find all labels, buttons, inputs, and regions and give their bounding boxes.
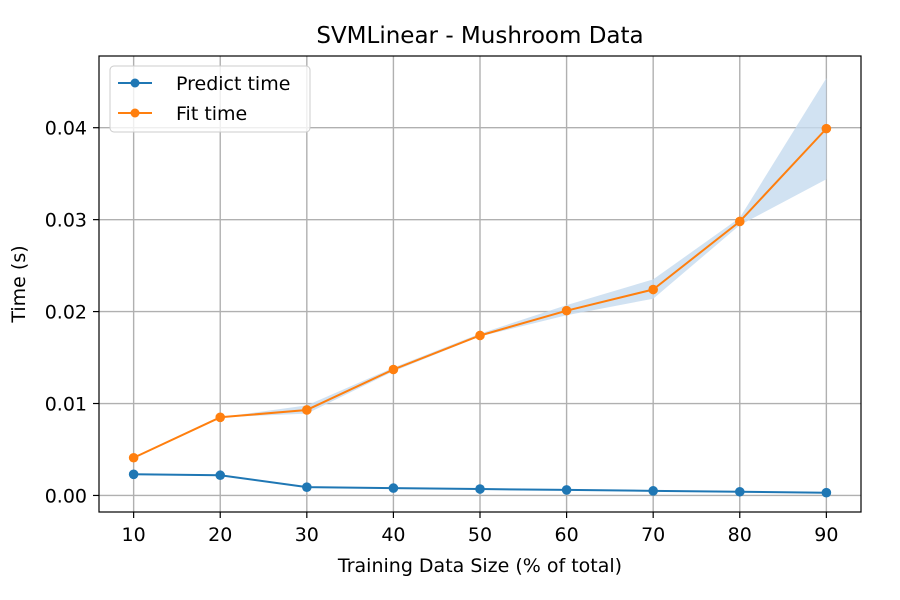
data-point-predict-time [821, 487, 832, 498]
y-tick-label: 0.04 [45, 118, 87, 140]
y-axis-label: Time (s) [8, 245, 30, 323]
data-point-fit-time [734, 216, 745, 227]
legend-marker-predict-time [130, 78, 140, 88]
data-point-predict-time [475, 484, 485, 494]
data-point-predict-time [128, 469, 139, 480]
x-tick-label: 50 [468, 524, 492, 546]
x-tick-label: 20 [208, 524, 232, 546]
y-tick-label: 0.01 [45, 394, 87, 416]
data-point-predict-time [648, 486, 658, 496]
chart-title: SVMLinear - Mushroom Data [316, 23, 643, 49]
x-tick-label: 60 [554, 524, 578, 546]
data-series [128, 123, 832, 498]
data-point-predict-time [561, 485, 572, 495]
x-tick-label: 40 [381, 524, 405, 546]
data-point-fit-time [821, 123, 832, 134]
legend-label-fit-time: Fit time [176, 103, 247, 125]
data-point-fit-time [302, 405, 312, 415]
data-point-fit-time [128, 452, 139, 463]
confidence-bands [133, 78, 827, 458]
axis-ticks: 10 20 30 40 50 60 70 80 90 0.00 0.01 0.02 0.03 0.04 [45, 118, 839, 546]
legend: Predict time Fit time [109, 65, 311, 133]
y-tick-label: 0.03 [45, 210, 87, 232]
x-tick-label: 10 [122, 524, 146, 546]
x-tick-label: 70 [641, 524, 665, 546]
legend-label-predict-time: Predict time [176, 73, 290, 95]
x-axis-label: Training Data Size (% of total) [337, 555, 622, 577]
data-point-predict-time [388, 483, 399, 493]
data-point-fit-time [388, 364, 399, 375]
x-tick-label: 80 [728, 524, 752, 546]
y-tick-label: 0.02 [45, 302, 87, 324]
x-tick-label: 30 [295, 524, 319, 546]
x-tick-label: 90 [814, 524, 838, 546]
data-point-fit-time [215, 412, 226, 423]
y-tick-label: 0.00 [45, 485, 87, 507]
data-point-fit-time [475, 330, 485, 341]
data-point-predict-time [734, 486, 745, 497]
data-point-fit-time [561, 305, 572, 316]
legend-marker-fit-time [130, 108, 140, 118]
data-point-fit-time [648, 284, 658, 295]
data-point-predict-time [215, 470, 226, 481]
confidence-band-1 [133, 78, 827, 458]
legend-box [109, 65, 311, 133]
data-point-predict-time [302, 482, 312, 492]
